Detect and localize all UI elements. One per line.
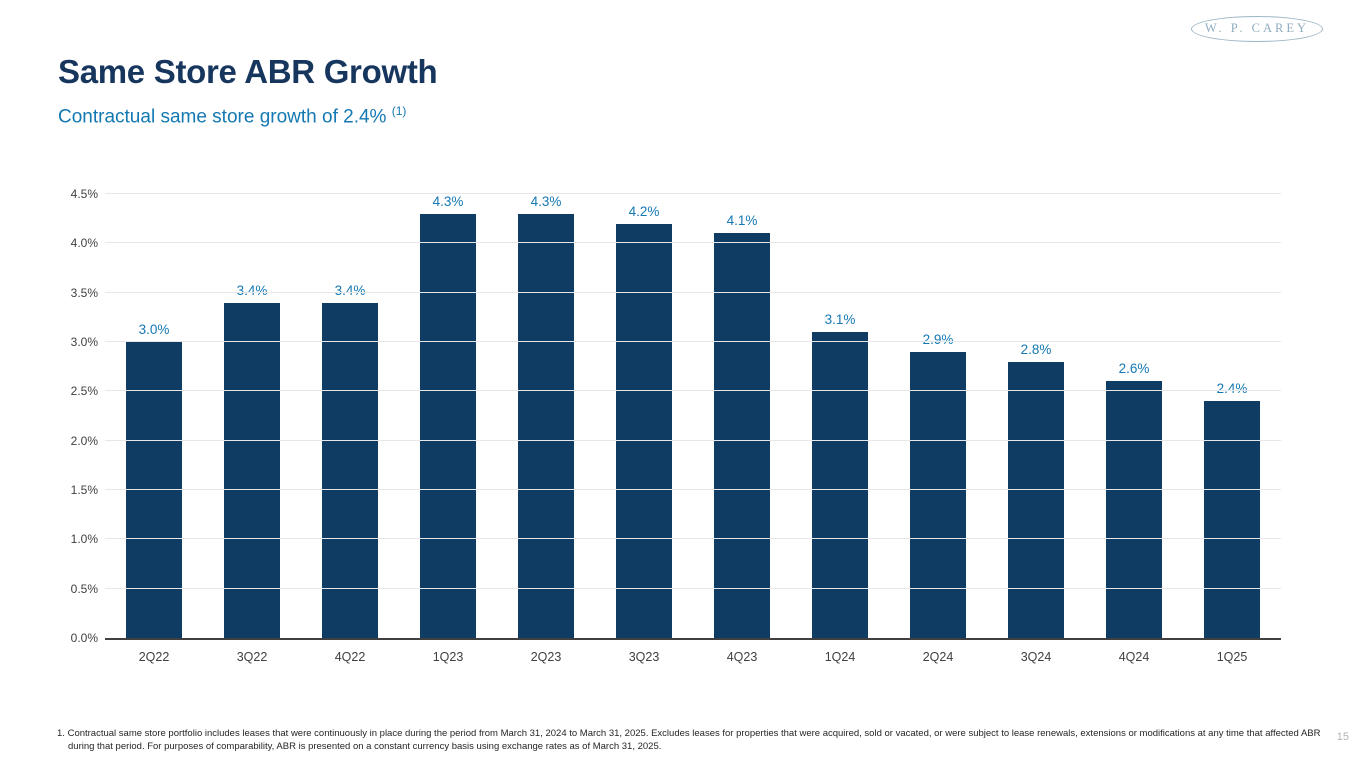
bar-value-label: 2.8% [1020,341,1052,357]
bar-column: 4.3% 2Q23 [497,193,595,664]
x-axis-tick-label: 4Q24 [1118,650,1150,664]
gridline [105,341,1281,343]
bar-column: 2.8% 3Q24 [987,194,1085,664]
bar-column: 3.4% 3Q22 [203,194,301,664]
footnote-reference: (1) [391,104,407,118]
x-axis-tick-label: 2Q24 [922,650,954,664]
bar-2Q23 [518,213,574,638]
bar-value-label: 3.1% [824,312,856,328]
y-axis-tick-label: 1.5% [70,483,98,498]
bar-value-label: 3.4% [236,282,268,298]
y-axis-tick-label: 3.0% [70,335,98,350]
y-axis-tick-label: 1.0% [70,532,98,547]
y-axis-tick-label: 0.0% [70,631,98,645]
gridline [105,291,1281,293]
wp-carey-logo: W. P. CAREY [1190,16,1323,42]
bar-column: 2.4% 1Q25 [1183,194,1281,664]
footnote: 1. Contractual same store portfolio incl… [57,727,1330,753]
bar-value-label: 2.4% [1216,381,1248,397]
gridline [105,587,1281,589]
bar-4Q23 [714,233,770,638]
gridline [105,193,1281,194]
x-axis-tick-label: 1Q23 [432,650,464,664]
y-axis-tick-label: 4.0% [70,236,98,251]
x-axis-tick-label: 2Q22 [138,650,170,664]
bar-value-label: 4.1% [726,213,758,229]
y-axis-tick-label: 4.5% [70,187,98,201]
bar-4Q22 [322,302,378,638]
bar-column: 4.2% 3Q23 [595,194,693,664]
y-axis-tick-label: 3.5% [70,285,98,300]
footnote-marker: 1. [57,728,65,739]
x-axis-tick-label: 3Q24 [1020,650,1052,664]
bar-value-label: 3.0% [138,322,170,338]
bar-value-label: 2.6% [1118,361,1150,377]
bar-3Q23 [616,223,672,638]
gridline [105,439,1281,441]
bar-1Q25 [1204,401,1260,638]
bar-series: 3.0% 2Q22 3.4% 3Q22 3.4% 4Q22 4.3% 1Q23 4.3% 2Q23… [105,193,1281,664]
footnote-text: Contractual same store portfolio include… [67,728,1321,752]
x-axis-tick-label: 1Q24 [824,650,856,664]
x-axis-tick-label: 3Q22 [236,650,268,664]
gridline [105,538,1281,540]
bar-2Q24 [910,351,966,638]
page-number: 15 [1336,731,1349,743]
logo-text: W. P. CAREY [1204,21,1309,35]
bar-column: 2.9% 2Q24 [889,194,987,664]
gridline [105,390,1281,392]
bar-3Q22 [224,302,280,638]
y-axis-tick-label: 2.0% [70,433,98,448]
x-axis-tick-label: 4Q23 [726,650,758,664]
x-axis-tick-label: 4Q22 [334,650,366,664]
x-axis-tick-label: 3Q23 [628,650,660,664]
page-title: Same Store ABR Growth [58,53,438,90]
subtitle-text: Contractual same store growth of 2.4% [58,106,387,128]
bar-column: 4.1% 4Q23 [693,194,791,664]
bar-1Q24 [812,332,868,638]
x-axis-tick-label: 2Q23 [530,650,562,664]
bar-column: 3.1% 1Q24 [791,194,889,664]
bar-value-label: 2.9% [922,331,954,347]
bar-column: 4.3% 1Q23 [399,193,497,664]
x-axis-tick-label: 1Q25 [1216,650,1248,664]
bar-4Q24 [1106,381,1162,638]
bar-column: 3.0% 2Q22 [105,194,203,664]
bar-1Q23 [420,213,476,638]
gridline [105,242,1281,244]
gridline [105,489,1281,491]
bar-value-label: 4.2% [628,203,660,219]
page-subtitle: Contractual same store growth of 2.4% (1… [58,104,406,128]
bar-column: 2.6% 4Q24 [1085,194,1183,664]
chart-plot-area: 3.0% 2Q22 3.4% 3Q22 3.4% 4Q22 4.3% 1Q23 4.3% 2Q23… [105,193,1281,664]
bar-value-label: 4.3% [530,193,562,209]
bar-value-label: 3.4% [334,282,366,298]
y-axis: 0.0% 0.5% 1.0% 1.5% 2.0% 2.5% 3.0% 3.5% 4.0% 4.5% [0,187,98,645]
bar-value-label: 4.3% [432,193,464,209]
bar-column: 3.4% 4Q22 [301,194,399,664]
y-axis-tick-label: 0.5% [70,581,98,596]
y-axis-tick-label: 2.5% [70,384,98,399]
bar-3Q24 [1008,361,1064,638]
